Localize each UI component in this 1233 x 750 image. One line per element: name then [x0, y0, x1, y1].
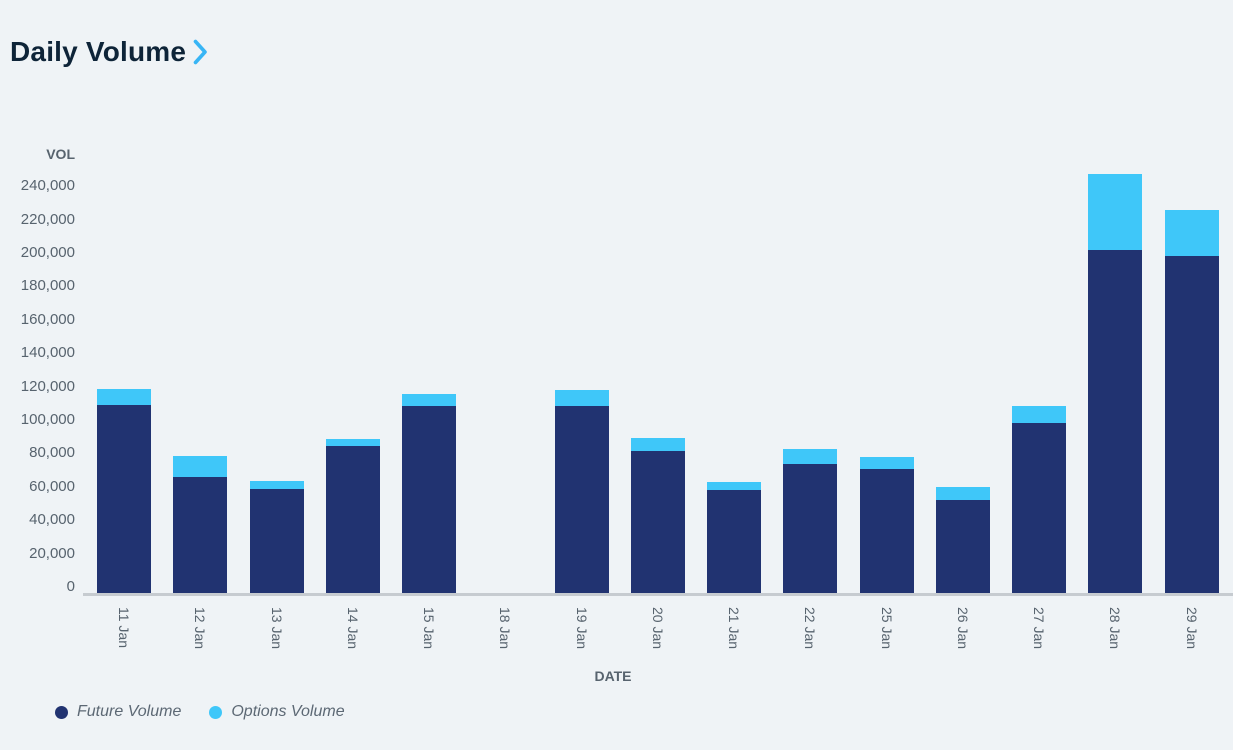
- x-tick-label: 15 Jan: [421, 607, 437, 650]
- legend-label-options: Options Volume: [231, 703, 345, 720]
- y-tick-label: 60,000: [29, 477, 75, 495]
- x-tick-label: 12 Jan: [192, 607, 209, 650]
- x-axis-line: [83, 593, 1233, 596]
- bar-segment-future[interactable]: [859, 468, 914, 593]
- bar-segment-options[interactable]: [173, 456, 228, 477]
- bar-segment-future[interactable]: [1088, 249, 1143, 593]
- bar-segment-options[interactable]: [783, 449, 838, 464]
- bar-segment-options[interactable]: [325, 438, 380, 447]
- bar-segment-options[interactable]: [935, 486, 990, 501]
- bar-segment-future[interactable]: [402, 405, 456, 593]
- bar-segment-future[interactable]: [325, 446, 380, 593]
- bar-segment-options[interactable]: [554, 390, 609, 406]
- legend-swatch-future: [55, 705, 68, 719]
- legend-item-options-volume[interactable]: Options Volume: [209, 703, 345, 721]
- bar-segment-options[interactable]: [707, 481, 761, 491]
- page-title: Daily Volume: [10, 36, 187, 67]
- x-tick-label: 11 Jan: [116, 607, 132, 648]
- y-tick-label: 220,000: [20, 210, 75, 228]
- bar-segment-future[interactable]: [935, 500, 990, 593]
- y-axis-title: VOL: [46, 146, 75, 162]
- bar-segment-future[interactable]: [173, 476, 228, 593]
- x-tick-label: 28 Jan: [1107, 607, 1124, 650]
- y-tick-label: 140,000: [20, 344, 75, 362]
- legend-label-future: Future Volume: [77, 703, 182, 720]
- x-tick-label: 22 Jan: [802, 607, 819, 650]
- bar-segment-options[interactable]: [97, 389, 151, 406]
- x-tick-label: 21 Jan: [726, 607, 742, 650]
- y-tick-label: 180,000: [20, 277, 75, 295]
- y-tick-label: 100,000: [20, 411, 75, 428]
- bar-segment-future[interactable]: [783, 463, 838, 593]
- bar-segment-options[interactable]: [859, 456, 914, 469]
- bar-segment-future[interactable]: [249, 489, 304, 593]
- bar-segment-future[interactable]: [554, 405, 609, 593]
- bar-segment-options[interactable]: [1164, 209, 1219, 256]
- daily-volume-link[interactable]: Daily Volume: [10, 36, 208, 68]
- y-tick-label: 160,000: [20, 310, 75, 328]
- x-tick-label: 14 Jan: [344, 607, 361, 650]
- y-tick-label: 40,000: [29, 511, 75, 529]
- bar-segment-options[interactable]: [249, 481, 304, 490]
- bar-segment-options[interactable]: [630, 437, 685, 452]
- bar-segment-options[interactable]: [402, 394, 456, 406]
- bar-segment-options[interactable]: [1088, 173, 1143, 250]
- legend-swatch-options: [209, 705, 223, 719]
- y-tick-label: 80,000: [29, 444, 75, 462]
- bar-segment-future[interactable]: [707, 490, 761, 593]
- y-tick-label: 200,000: [20, 244, 75, 261]
- x-tick-label: 26 Jan: [954, 607, 971, 650]
- legend: Future Volume Options Volume: [55, 703, 345, 721]
- x-tick-label: 13 Jan: [268, 607, 285, 650]
- y-tick-label: 0: [66, 578, 75, 595]
- bar-segment-future[interactable]: [630, 451, 685, 593]
- bar-segment-options[interactable]: [1012, 405, 1066, 423]
- bar-segment-future[interactable]: [97, 405, 151, 593]
- x-axis-title: DATE: [594, 668, 632, 684]
- x-tick-label: 25 Jan: [878, 607, 895, 650]
- x-tick-label: 29 Jan: [1183, 607, 1200, 650]
- y-tick-label: 120,000: [20, 377, 75, 395]
- bar-segment-future[interactable]: [1164, 255, 1219, 593]
- y-tick-label: 240,000: [20, 177, 75, 195]
- y-tick-label: 20,000: [29, 544, 75, 562]
- chevron-right-icon: [193, 39, 208, 65]
- bar-segment-future[interactable]: [1012, 422, 1066, 593]
- x-tick-label: 20 Jan: [649, 607, 666, 650]
- x-tick-label: 19 Jan: [573, 607, 590, 650]
- legend-item-future-volume[interactable]: Future Volume: [55, 703, 181, 721]
- x-tick-label: 27 Jan: [1031, 607, 1047, 650]
- x-tick-label: 18 Jan: [497, 607, 514, 650]
